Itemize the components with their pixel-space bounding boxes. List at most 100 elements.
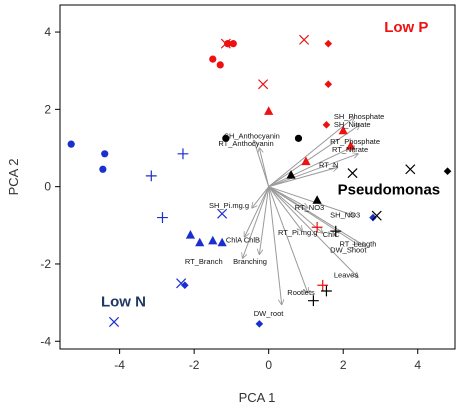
axes: -4 -2 0 2 4 -4 -2 0 2 4 [40, 25, 421, 372]
loading-arrow-19 [268, 186, 282, 305]
loading-arrow-10 [268, 186, 303, 231]
loading-arrow-0 [254, 140, 270, 187]
variable-label-5: RT_Nitrate [332, 145, 368, 154]
variable-label-13: RT_Length [339, 240, 376, 249]
x-tick-label-0: -4 [114, 358, 125, 372]
data-point-black-triangle-35 [312, 195, 322, 204]
x-tick-label-1: -2 [189, 358, 200, 372]
variable-label-7: SH_Pi.mg.g [209, 201, 249, 210]
data-point-red-circle-0 [209, 55, 217, 63]
loading-arrow-14 [268, 186, 366, 247]
x-tick-label-2: 0 [265, 358, 272, 372]
variable-label-14: DW_Shoot [330, 245, 367, 254]
y-tick-label-1: -2 [40, 257, 51, 271]
data-point-black-x-37 [405, 164, 416, 175]
data-point-blue-x-22 [217, 208, 228, 219]
loading-arrow-16 [243, 186, 270, 259]
data-point-red-circle-1 [216, 61, 224, 69]
data-point-blue-triangle-27 [208, 235, 218, 245]
loading-arrow-18 [268, 186, 308, 293]
loading-arrow-4 [268, 146, 355, 188]
data-point-blue-triangle-28 [217, 237, 227, 247]
group-label-0: Low P [384, 19, 428, 36]
loading-arrow-3 [268, 125, 360, 188]
y-axis-title: PCA 2 [6, 159, 21, 196]
data-point-red-plus-15 [317, 279, 329, 291]
variable-label-19: DW_root [254, 309, 285, 318]
loading-arrow-1 [259, 148, 270, 187]
plot-frame [59, 4, 456, 350]
data-point-black-plus-41 [321, 285, 332, 297]
loading-arrow-9 [268, 186, 355, 216]
data-point-red-triangle-11 [301, 156, 311, 166]
variable-label-10: RT_Pi.mg.g [278, 228, 317, 237]
variable-label-3: SH_Nitrate [334, 120, 371, 129]
data-point-black-x-38 [371, 210, 382, 221]
variable-label-4: RT_Phosphate [330, 137, 380, 146]
data-point-red-x-6 [299, 34, 310, 45]
y-tick-label-4: 4 [44, 25, 51, 39]
data-point-red-diamond-7 [324, 39, 333, 48]
data-point-blue-plus-20 [145, 170, 157, 182]
variable-label-16: Branching [233, 257, 267, 266]
variable-label-15: RT_Branch [185, 257, 223, 266]
y-tick-label-2: 0 [44, 180, 51, 194]
loading-arrows [243, 117, 366, 304]
data-point-black-diamond-39 [443, 167, 452, 176]
loading-arrow-15 [259, 186, 270, 255]
variable-label-9: SH_NO3 [330, 211, 360, 220]
data-point-black-triangle-34 [286, 170, 296, 179]
loading-arrow-5 [268, 154, 358, 188]
data-point-blue-circle-16 [67, 140, 75, 148]
variable-label-6: RT_N [319, 160, 338, 169]
data-point-blue-circle-17 [101, 150, 109, 158]
group-label-1: Low N [101, 293, 146, 310]
data-point-blue-plus-21 [157, 212, 168, 223]
x-tick-label-3: 2 [340, 358, 347, 372]
x-tick-label-4: 4 [414, 358, 421, 372]
data-point-red-plus-14 [311, 221, 323, 233]
data-point-blue-plus-19 [177, 148, 189, 160]
variable-label-11: ChlC [323, 230, 340, 239]
variable-label-1: RT_Anthocyanin [218, 139, 273, 148]
group-label-2: Pseudomonas [338, 181, 441, 198]
variable-label-8: RT_NO3 [295, 203, 324, 212]
data-point-red-x-5 [258, 79, 269, 90]
data-point-blue-triangle-25 [185, 229, 196, 239]
data-point-red-triangle-10 [264, 106, 274, 115]
data-point-blue-diamond-30 [255, 320, 264, 328]
y-tick-label-0: -4 [40, 334, 51, 348]
variable-label-0: SH_Anthocyanin [224, 131, 280, 140]
data-point-blue-circle-18 [99, 165, 107, 173]
data-point-black-plus-42 [330, 225, 342, 237]
data-point-black-x-36 [347, 168, 358, 179]
data-point-blue-diamond-31 [369, 213, 377, 222]
y-tick-label-3: 2 [44, 102, 51, 116]
data-point-red-diamond-8 [324, 80, 333, 89]
data-point-red-circle-3 [229, 40, 237, 48]
data-point-blue-diamond-29 [181, 281, 189, 290]
loading-arrow-6 [268, 167, 338, 188]
group-labels: Low P Low N Pseudomonas [101, 19, 440, 310]
data-point-red-x-4 [220, 38, 231, 49]
data-points [67, 34, 452, 328]
data-point-red-triangle-12 [338, 125, 348, 135]
data-point-black-plus-40 [307, 295, 319, 307]
variable-label-2: SH_Phosphate [334, 112, 384, 121]
loading-arrow-12 [268, 186, 323, 233]
data-point-red-circle-2 [224, 40, 232, 48]
data-point-red-diamond-9 [322, 121, 331, 129]
loading-arrow-2 [268, 117, 355, 188]
variable-label-17: Leaves [334, 270, 358, 279]
loading-arrow-11 [244, 186, 270, 237]
data-point-black-circle-33 [294, 134, 303, 142]
x-axis-title: PCA 1 [239, 390, 276, 405]
variable-label-12: ChlA ChlB [226, 236, 260, 245]
variable-label-18: Rootlets [287, 288, 315, 297]
loading-arrow-17 [268, 186, 358, 278]
data-point-black-circle-32 [222, 134, 230, 142]
data-point-blue-triangle-26 [195, 237, 205, 247]
loading-arrow-7 [252, 186, 270, 208]
